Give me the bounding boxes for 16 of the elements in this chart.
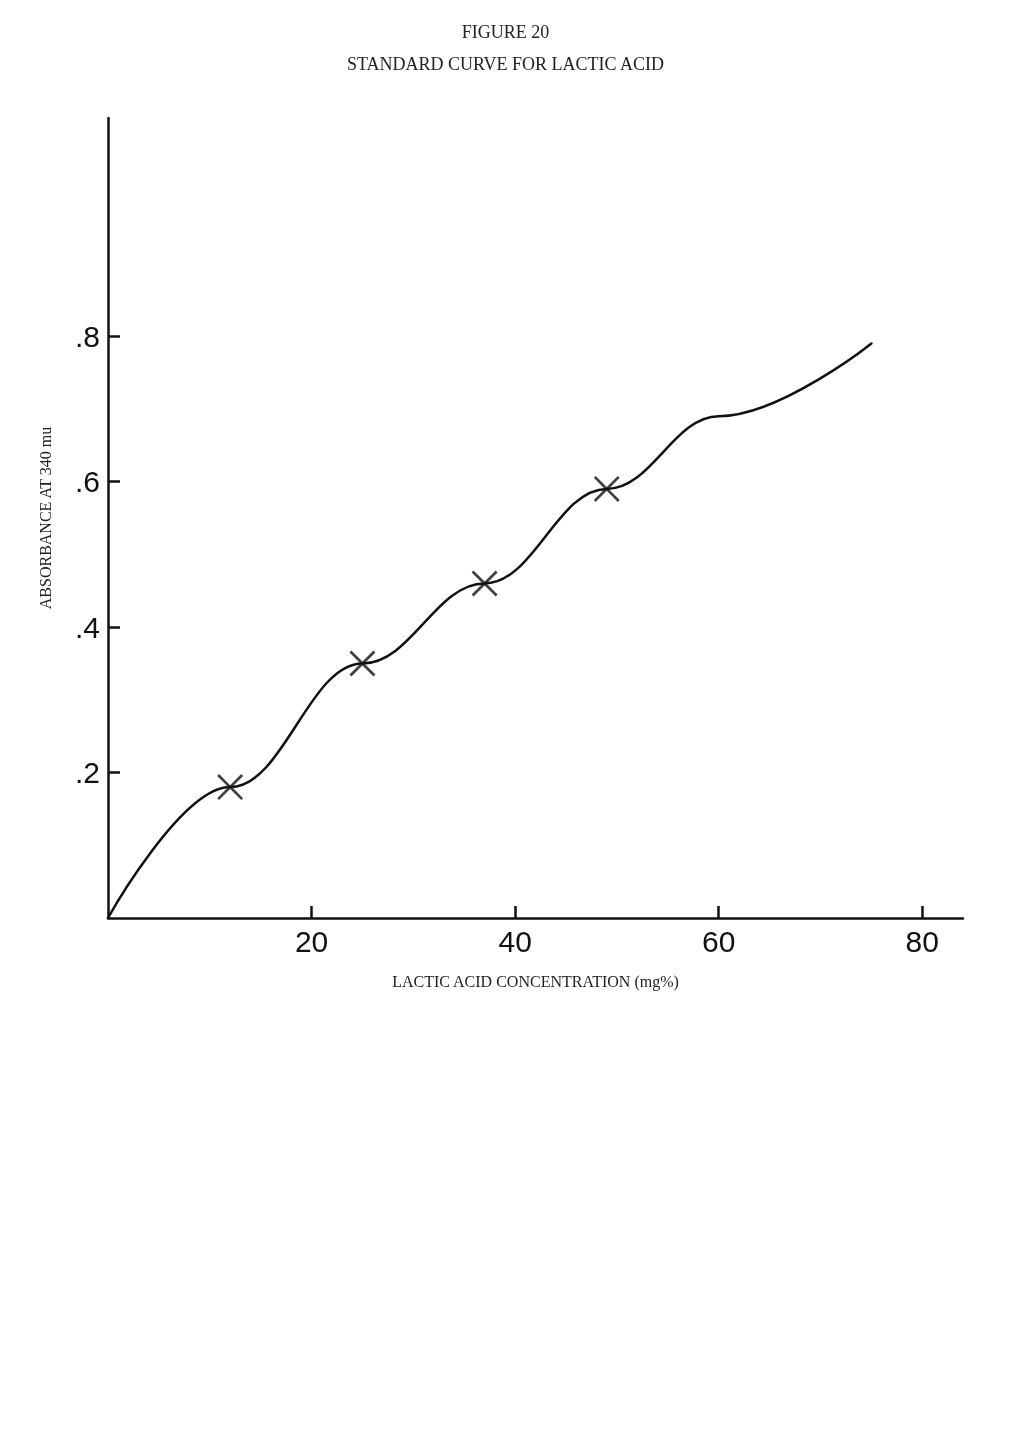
- x-tick-label: 20: [294, 924, 329, 958]
- y-tick-label: .6: [74, 465, 100, 499]
- y-tick-label: .8: [74, 319, 100, 353]
- y-tick-label: .4: [74, 610, 100, 644]
- y-tick-label: .2: [74, 756, 100, 790]
- point: [217, 774, 244, 801]
- x-tick-label: 40: [498, 924, 532, 958]
- point: [593, 475, 620, 502]
- x-tick-label: 60: [702, 924, 736, 958]
- x-axis-title: LACTIC ACID CONCENTRATION (mg%): [392, 972, 679, 991]
- point: [349, 650, 376, 677]
- x-tick-label: 80: [905, 924, 939, 958]
- chart-title: FIGURE 20: [461, 22, 550, 42]
- y-axis-title: ABSORBANCE AT 340 mu: [36, 426, 54, 610]
- chart-subtitle: STANDARD CURVE FOR LACTIC ACID: [346, 54, 665, 74]
- point: [471, 570, 498, 597]
